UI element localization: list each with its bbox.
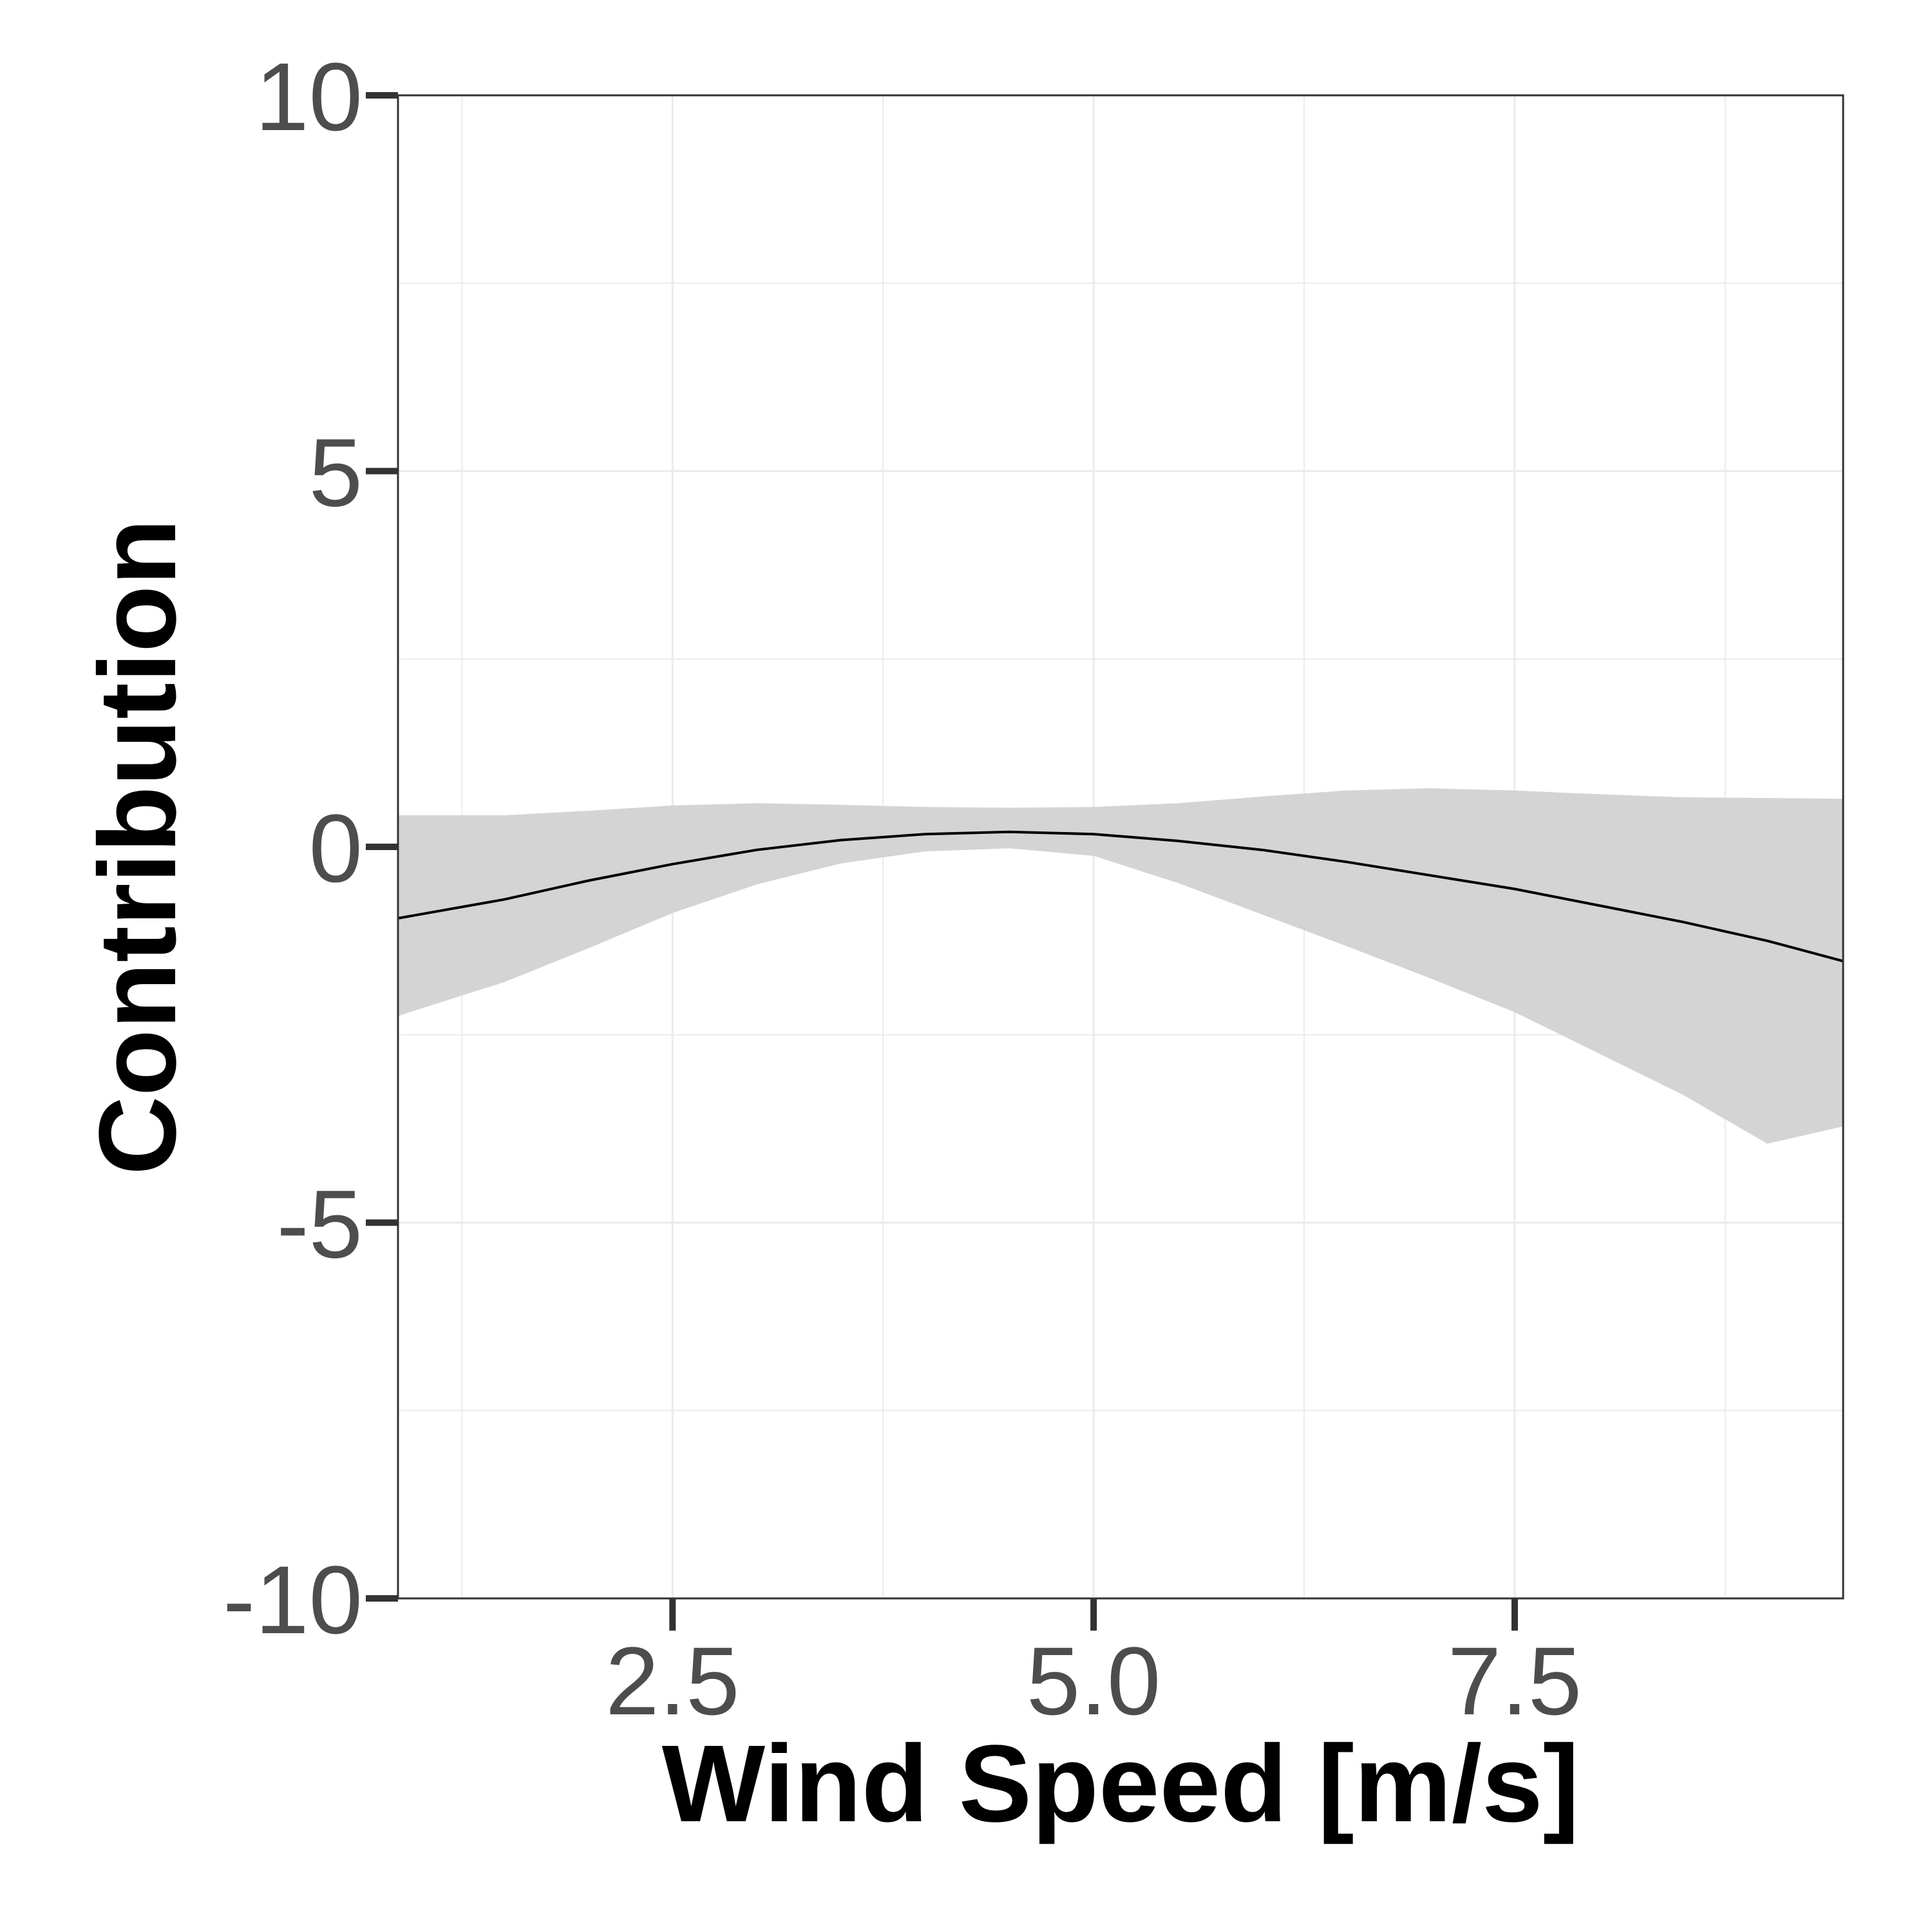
x-tick-label: 5.0: [1027, 1627, 1161, 1735]
x-axis-ticks: 2.5 5.0 7.5: [605, 1598, 1582, 1735]
confidence-band: [398, 788, 1843, 1144]
y-tick-label: -10: [223, 1546, 363, 1654]
smooth-fit-line: [397, 830, 1844, 963]
y-tick-label: -5: [277, 1170, 363, 1278]
x-tick-label: 7.5: [1448, 1627, 1582, 1735]
y-tick-label: 10: [255, 43, 363, 151]
y-tick-label: 5: [309, 419, 363, 527]
x-tick-label: 2.5: [605, 1627, 740, 1735]
y-tick-label: 0: [309, 794, 363, 902]
y-axis-title: Contribution: [77, 518, 199, 1175]
y-axis-ticks: -10 -5 0 5 10: [223, 43, 398, 1654]
x-axis-title: Wind Speed [m/s]: [662, 1723, 1580, 1845]
